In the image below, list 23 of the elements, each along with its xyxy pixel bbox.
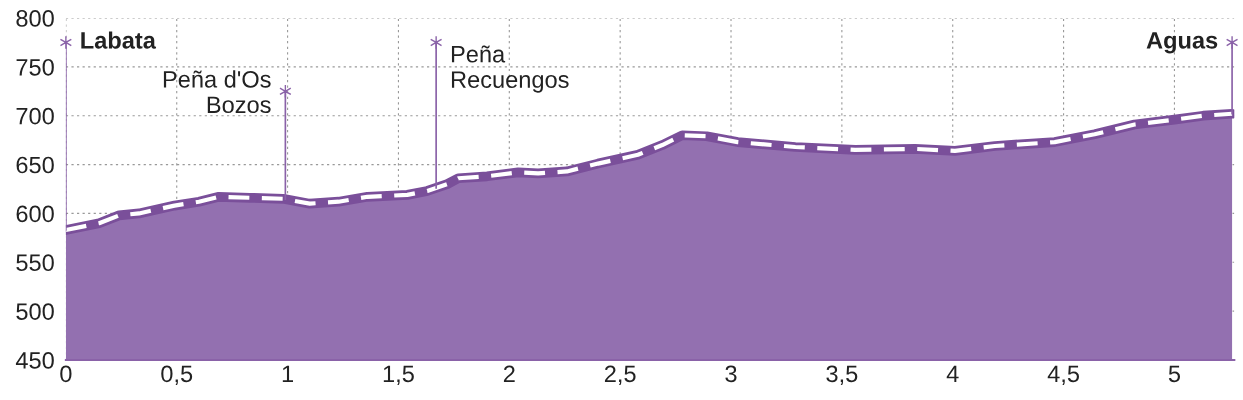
- x-tick-label: 4,5: [1047, 365, 1079, 385]
- x-tick-label: 2,5: [604, 365, 636, 385]
- y-tick-label: 550: [16, 254, 54, 272]
- x-tick-label: 2: [503, 365, 515, 382]
- x-tick-label: 4: [946, 365, 959, 382]
- x-tick-label: 3,5: [826, 365, 858, 385]
- x-tick-label: 5: [1168, 365, 1181, 383]
- x-tick-label: 3: [725, 365, 737, 383]
- y-tick-label: 750: [16, 58, 54, 76]
- y-tick-label: 650: [16, 156, 54, 174]
- annotation: Peña d'Os Bozos: [163, 70, 271, 114]
- x-tick-label: 1: [282, 365, 293, 382]
- annotation: Peña Recuengos: [451, 45, 569, 93]
- y-tick-label: 700: [16, 107, 54, 125]
- y-tick-label: 500: [16, 303, 54, 320]
- y-tick-label: 600: [16, 205, 54, 223]
- x-tick-label: 0: [60, 365, 72, 383]
- x-tick-label: 0,5: [161, 365, 193, 385]
- x-tick-label: 1,5: [383, 365, 414, 385]
- y-tick-label: 800: [16, 10, 54, 27]
- annotation: Labata: [81, 31, 157, 49]
- y-tick-label: 450: [15, 352, 54, 369]
- annotation: Aguas: [1146, 32, 1218, 54]
